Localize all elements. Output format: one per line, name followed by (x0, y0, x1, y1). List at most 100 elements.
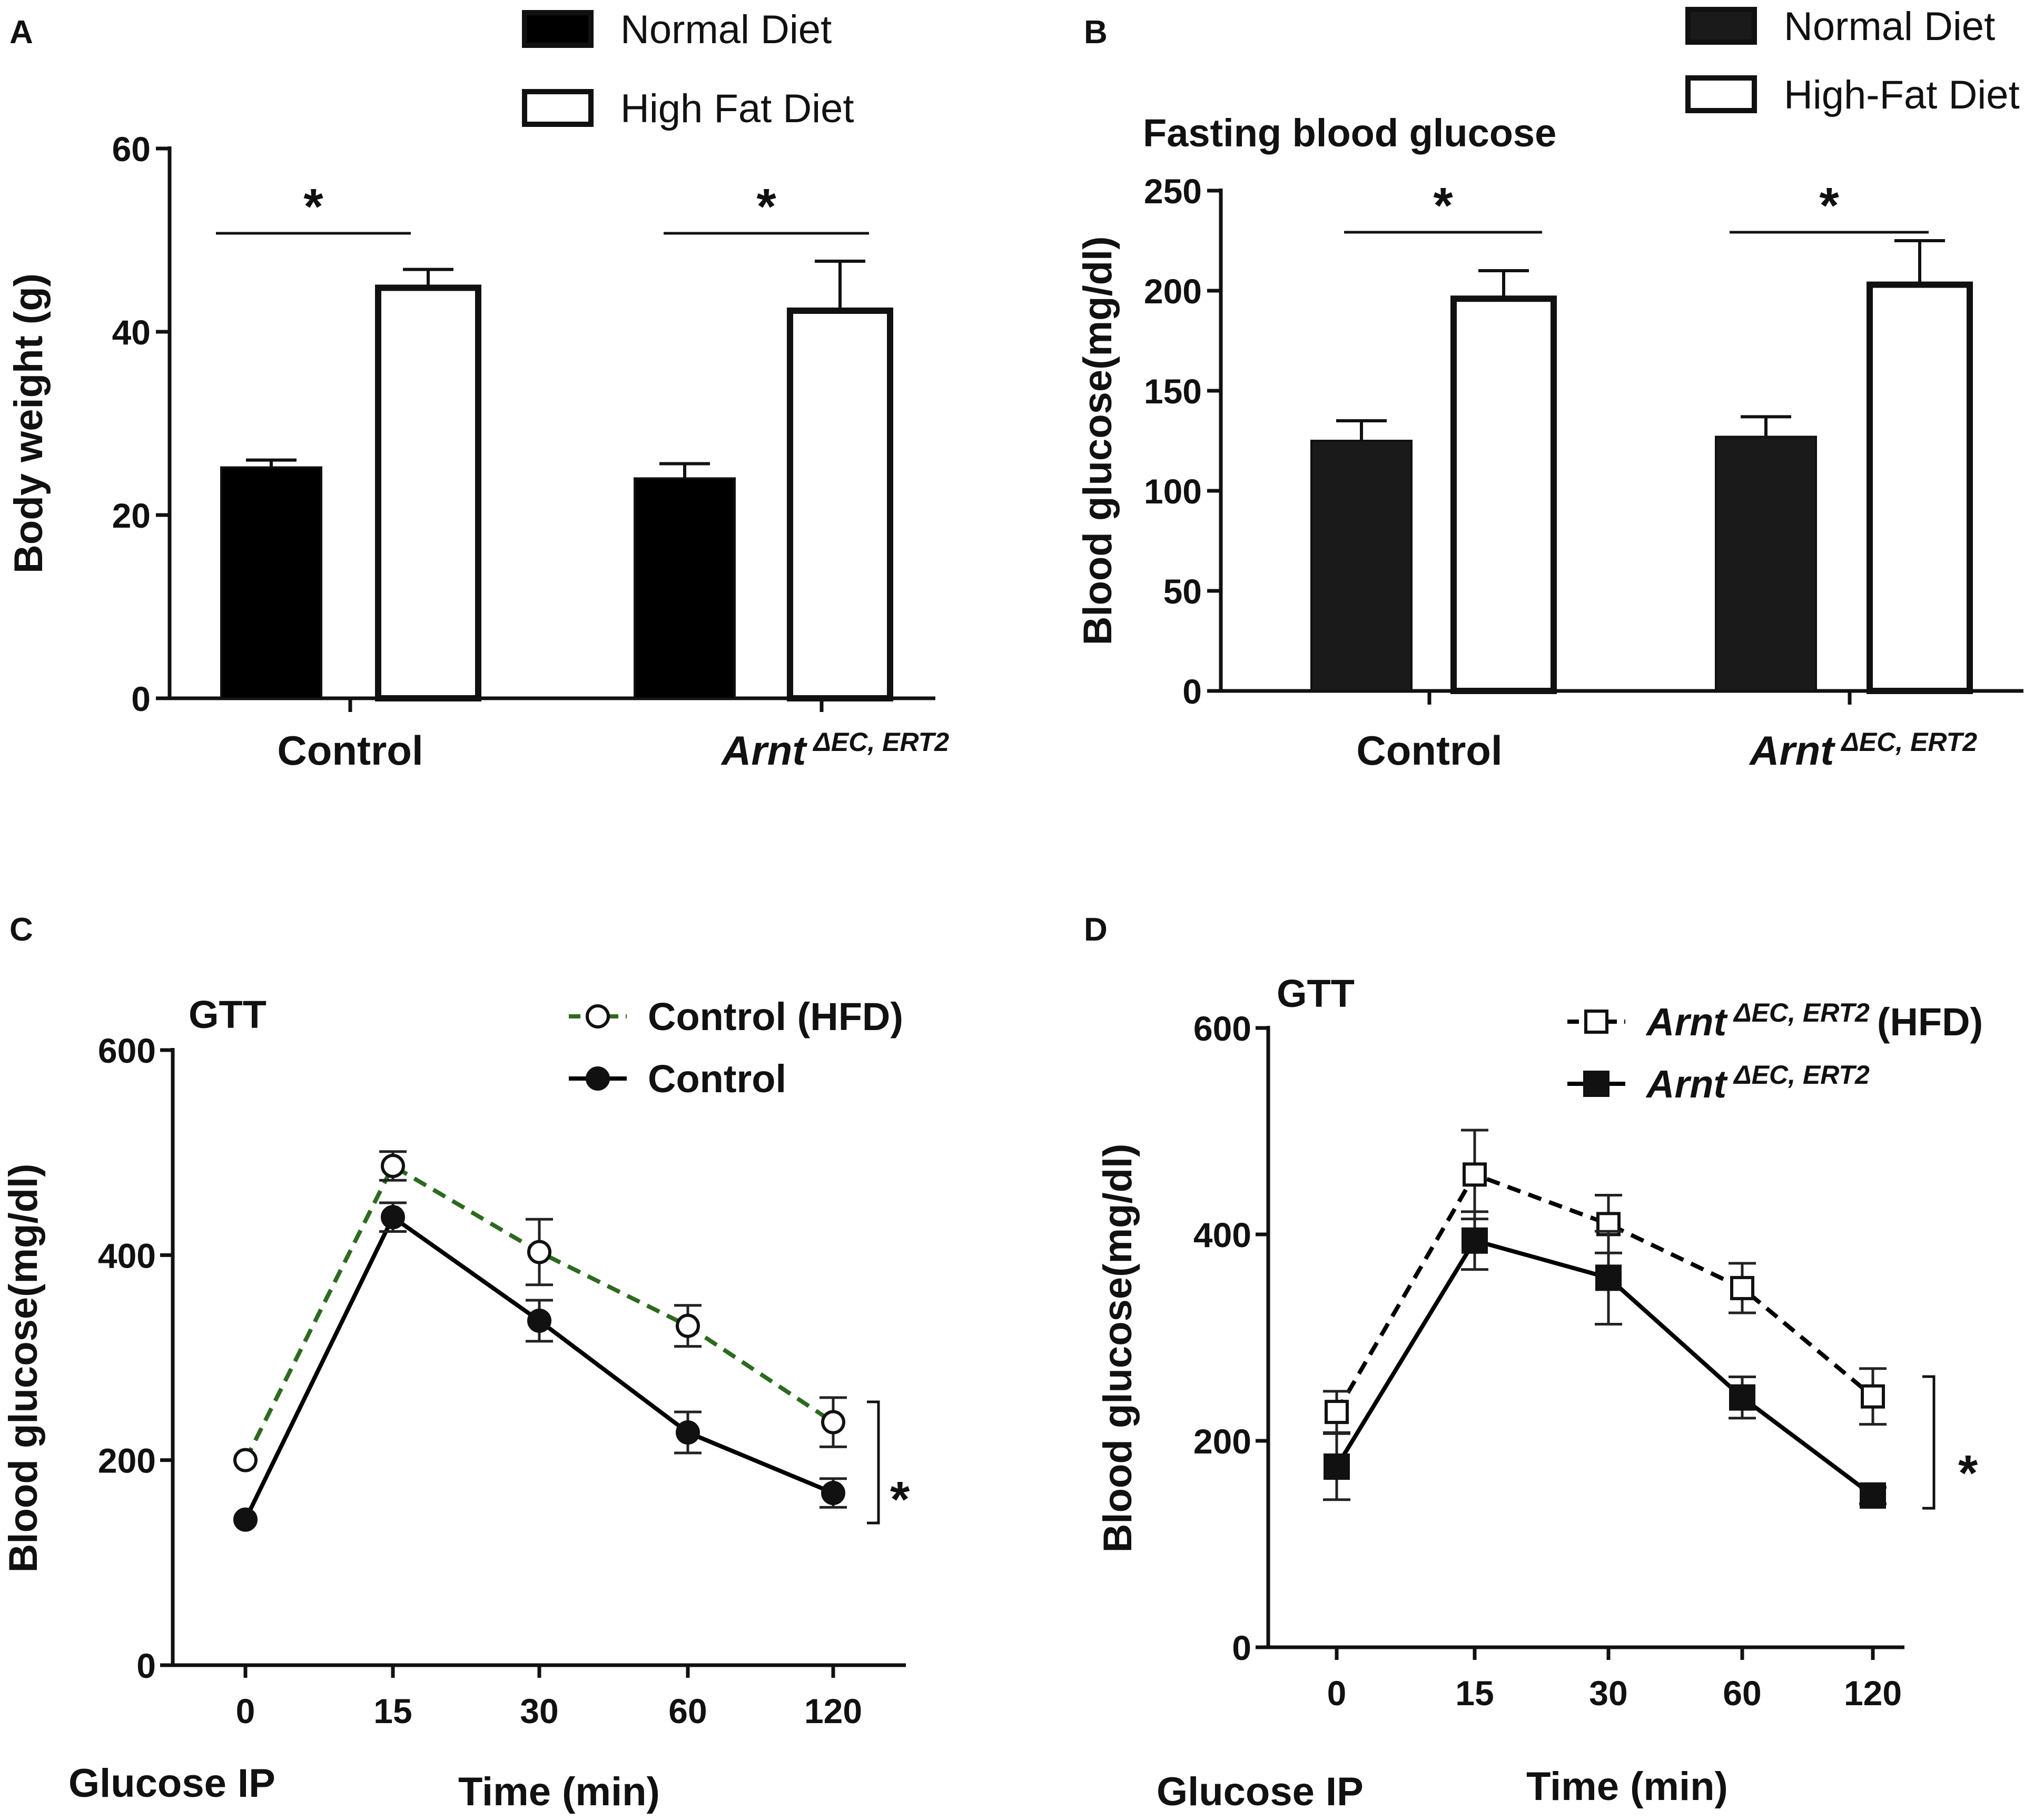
data-point (821, 1410, 845, 1435)
data-point (233, 1507, 258, 1532)
y-axis-label: Blood glucose(mg/dl) (1075, 236, 1120, 646)
panel-d: D 0 200 400 600 Blood glucose(mg/dl) 0 15 30 60 12… (1084, 912, 1983, 1814)
legend-swatch (522, 10, 594, 48)
significance-marker: * (303, 179, 323, 235)
y-tick-label: 400 (98, 1236, 156, 1275)
data-point (1730, 1275, 1754, 1300)
significance-bracket (867, 1400, 880, 1525)
category-label-1: Arnt ΔEC, ERT2 (1749, 727, 1977, 774)
significance-marker: * (1433, 177, 1453, 234)
y-axis-label: Blood glucose(mg/dl) (1, 1164, 46, 1573)
legend-swatch (1685, 7, 1757, 45)
legend-label: Control (648, 1057, 786, 1101)
legend-label-superscript: ΔEC, ERT2 (1733, 998, 1870, 1027)
y-axis-label: Body weight (g) (6, 273, 51, 573)
legend-swatch (1685, 75, 1757, 113)
data-point (821, 1480, 845, 1505)
data-point (1729, 1384, 1755, 1411)
legend-marker (1584, 1010, 1608, 1034)
data-point (1462, 1227, 1488, 1254)
x-tick-label: 120 (1844, 1674, 1902, 1713)
legend-marker (586, 1004, 610, 1028)
data-point (1861, 1384, 1885, 1409)
y-tick-label: 0 (1232, 1628, 1251, 1667)
y-tick-label: 400 (1193, 1215, 1251, 1254)
legend-label-main: Arnt (1645, 1062, 1728, 1106)
data-point (381, 1205, 405, 1230)
data-point (1463, 1162, 1487, 1187)
legend-label-superscript: ΔEC, ERT2 (1733, 1060, 1870, 1090)
category-label-0: Control (1356, 727, 1502, 774)
x-tick-label: 60 (1723, 1674, 1761, 1713)
legend-label: High-Fat Diet (1784, 73, 2020, 117)
significance-marker: * (1958, 1445, 1978, 1501)
chart-title: GTT (1277, 972, 1355, 1015)
panel-letter: B (1084, 14, 1108, 51)
series-line-0 (1335, 1172, 1874, 1413)
x-tick-label: 15 (1455, 1674, 1494, 1713)
category-label-1-superscript: ΔEC, ERT2 (1840, 727, 1977, 757)
y-tick-label: 600 (98, 1031, 156, 1070)
y-tick-label: 100 (1144, 472, 1202, 511)
category-label-1: Arnt ΔEC, ERT2 (720, 727, 949, 774)
legend-label: Normal Diet (620, 7, 832, 52)
legend-label: Arnt ΔEC, ERT2 (1645, 1060, 1870, 1106)
significance-marker: * (890, 1471, 910, 1528)
y-tick-label: 0 (1182, 672, 1202, 711)
x-axis-label: Time (min) (458, 1769, 660, 1814)
y-tick-label: 200 (1193, 1422, 1251, 1461)
category-label-1-main: Arnt (1749, 727, 1835, 774)
x-tick-label: 120 (804, 1692, 862, 1730)
y-tick-label: 0 (136, 1646, 156, 1685)
data-point (1595, 1264, 1622, 1291)
x-tick-label: 30 (1589, 1674, 1627, 1713)
legend-marker (586, 1066, 610, 1091)
y-tick-label: 200 (98, 1441, 156, 1480)
data-point (233, 1448, 258, 1472)
panel-a: A 0 20 40 60 Body weight (g) Control Arnt ΔEC, E… (6, 7, 949, 774)
x-axis-label: Time (min) (1526, 1764, 1728, 1809)
x-tick-label: 0 (236, 1692, 255, 1730)
x-annotation: Glucose IP (1157, 1769, 1364, 1814)
y-tick-label: 200 (1144, 272, 1202, 311)
data-point (527, 1308, 551, 1333)
data-point (676, 1420, 700, 1445)
y-tick-label: 60 (112, 130, 151, 169)
data-point (1860, 1482, 1886, 1509)
significance-bracket (1922, 1375, 1936, 1510)
data-point (527, 1240, 551, 1264)
x-tick-label: 60 (668, 1692, 707, 1730)
bar (634, 477, 736, 700)
y-tick-label: 40 (112, 313, 151, 352)
y-axis-label: Blood glucose(mg/dl) (1095, 1144, 1140, 1553)
bar (375, 284, 481, 701)
chart-title: GTT (189, 993, 266, 1036)
category-label-0: Control (277, 727, 423, 774)
bar (1867, 281, 1973, 694)
x-tick-label: 30 (520, 1692, 558, 1730)
y-tick-label: 150 (1144, 372, 1202, 411)
panel-letter: D (1084, 912, 1108, 948)
y-tick-label: 50 (1163, 572, 1202, 611)
legend-label: Normal Diet (1784, 4, 1995, 49)
y-tick-label: 20 (112, 496, 151, 535)
legend-label: High Fat Diet (620, 86, 854, 131)
legend-swatch (522, 89, 594, 127)
legend-label: Arnt ΔEC, ERT2 (HFD) (1645, 998, 1983, 1044)
legend-label-suffix: (HFD) (1877, 1000, 1983, 1044)
panel-b: B 0 50 100 150 200 250 Blood glucose(mg/dl) Cont… (1075, 4, 2023, 774)
x-annotation: Glucose IP (68, 1761, 275, 1806)
x-tick-label: 0 (1327, 1674, 1347, 1713)
data-point (1325, 1400, 1349, 1425)
bar (1450, 295, 1557, 694)
legend-label-main: Arnt (1645, 1000, 1728, 1044)
bar (1310, 440, 1413, 692)
legend-marker (1583, 1071, 1610, 1097)
category-label-1-superscript: ΔEC, ERT2 (812, 727, 949, 757)
significance-marker: * (1819, 177, 1839, 234)
data-point (676, 1313, 700, 1338)
data-point (1324, 1453, 1350, 1480)
bar (787, 307, 893, 701)
y-tick-label: 600 (1193, 1009, 1251, 1048)
